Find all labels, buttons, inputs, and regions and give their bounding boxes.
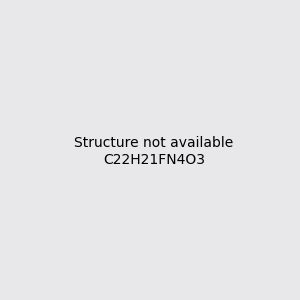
Text: Structure not available
C22H21FN4O3: Structure not available C22H21FN4O3 (74, 136, 233, 166)
